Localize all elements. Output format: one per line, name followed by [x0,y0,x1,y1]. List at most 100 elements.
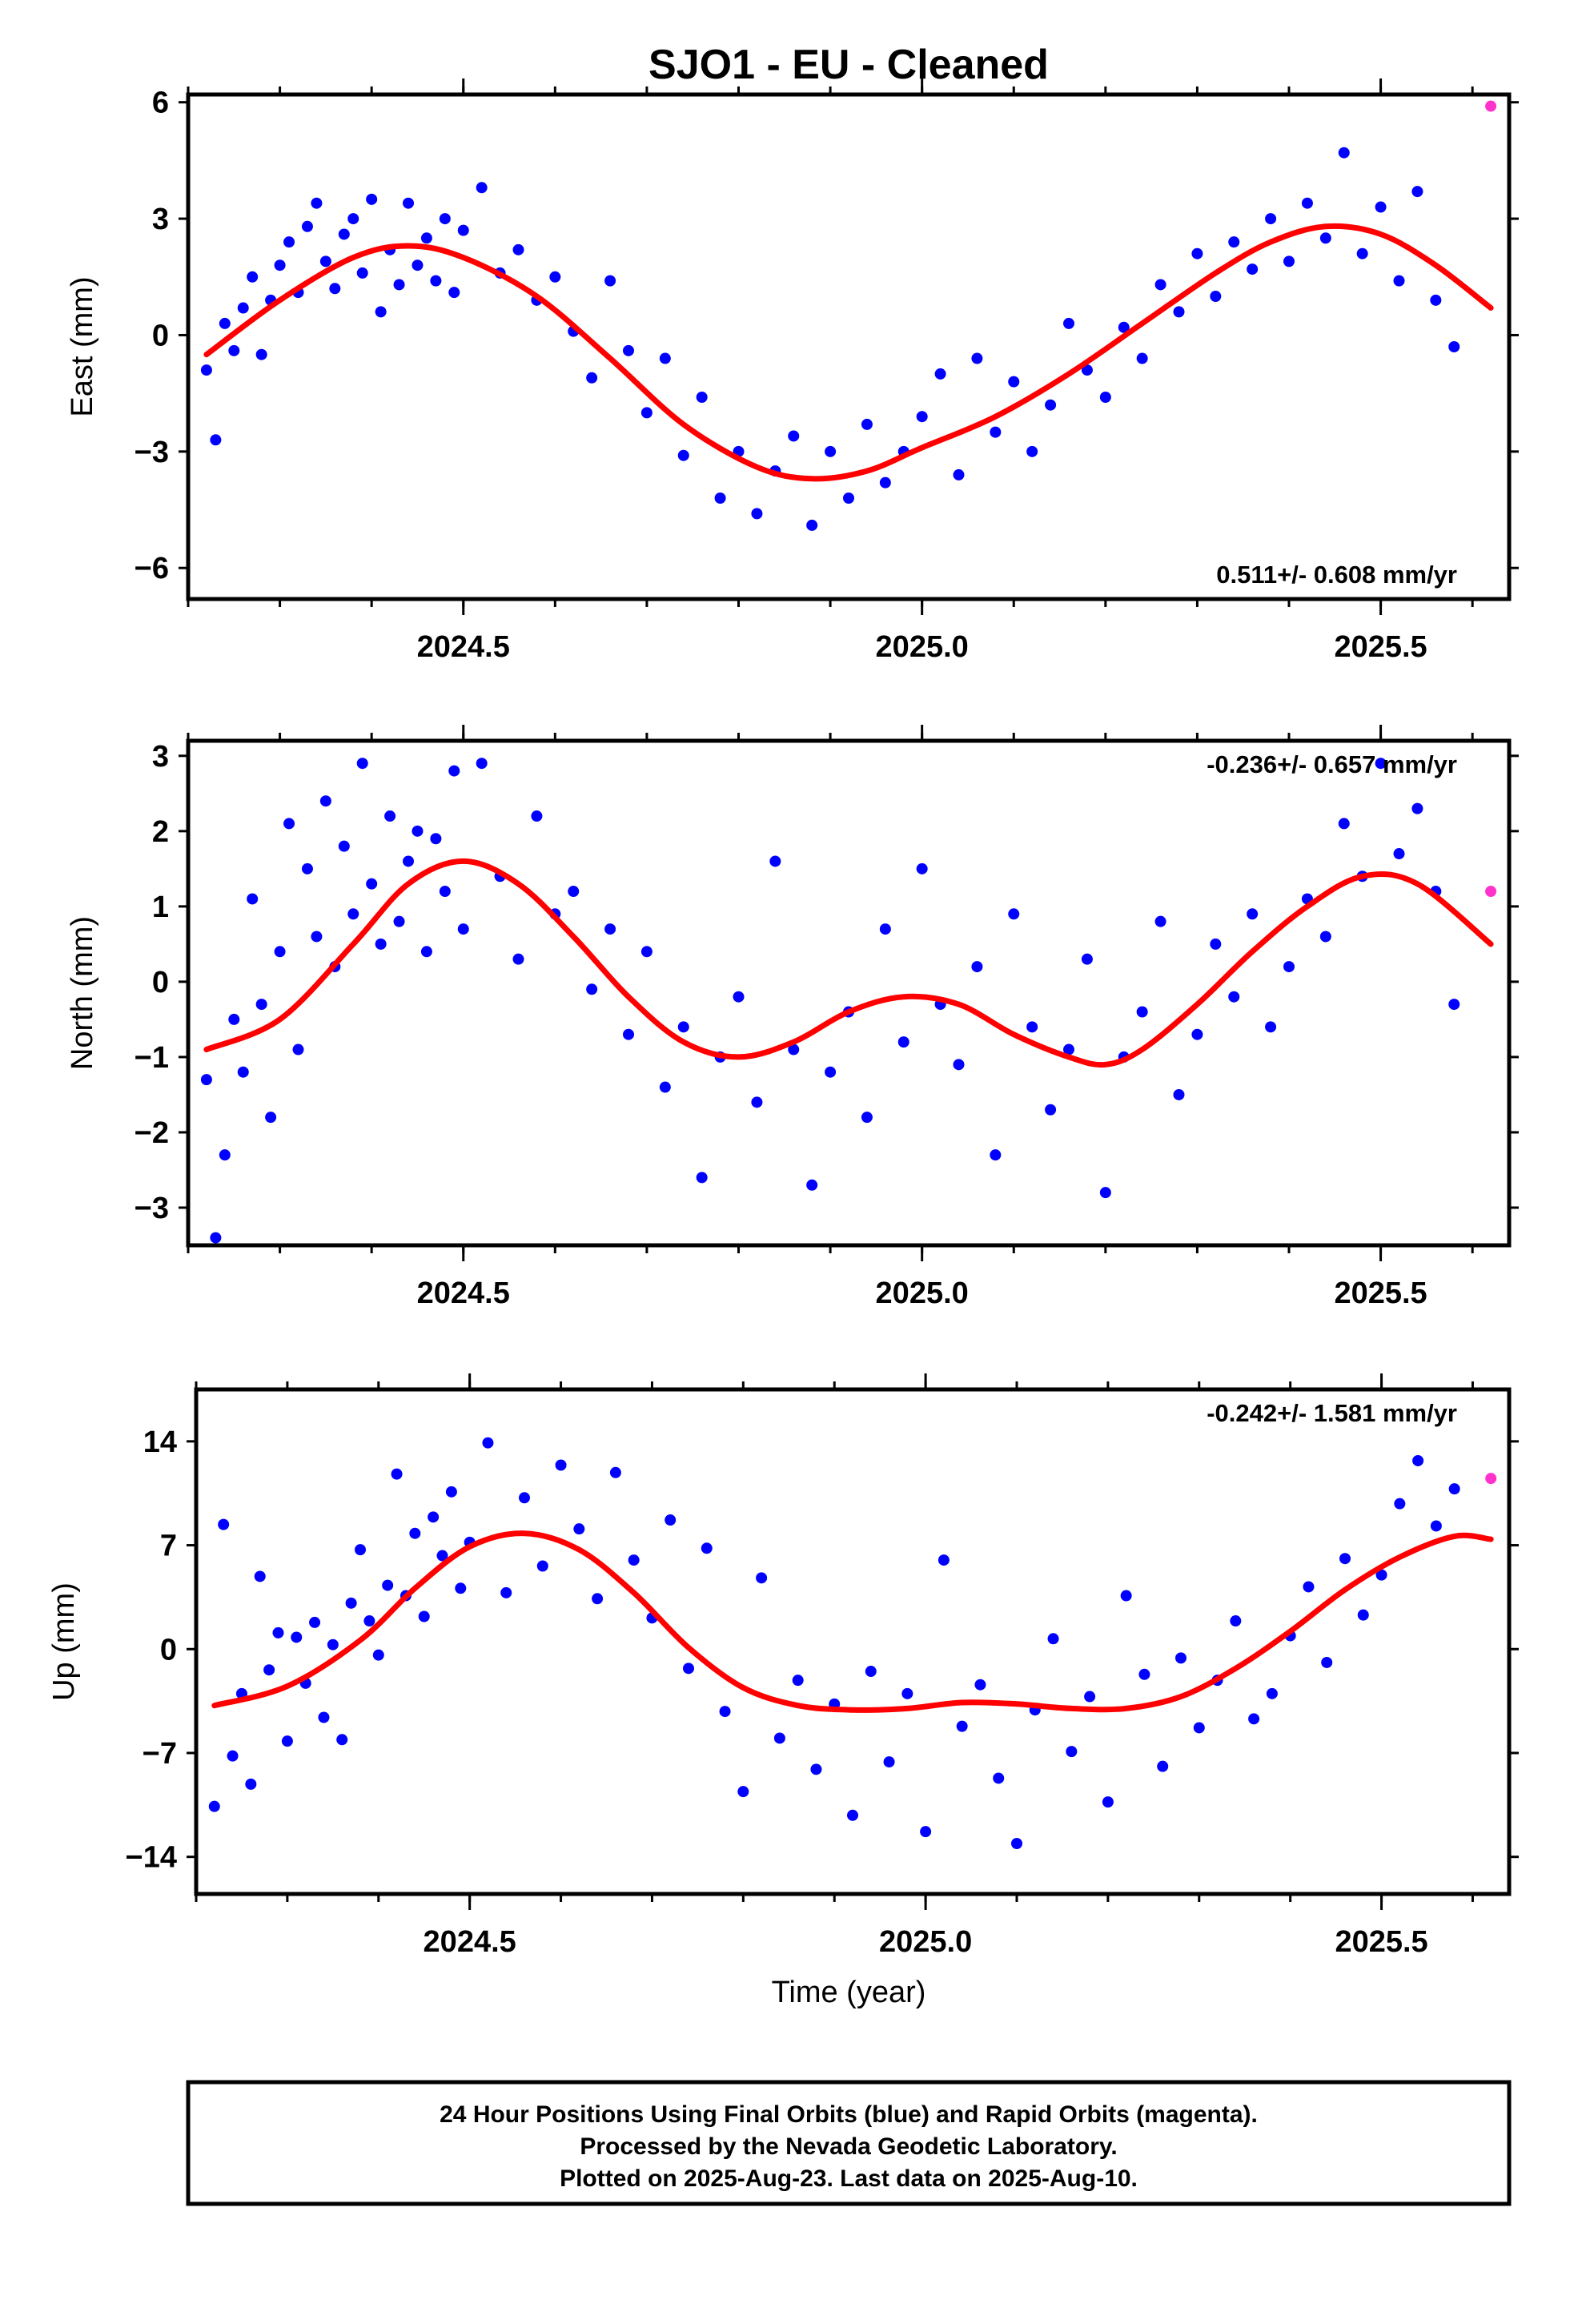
final-orbit-point [1430,1520,1442,1532]
data-layer [200,100,1497,531]
final-orbit-point [1008,908,1020,920]
final-orbit-point [586,372,598,384]
final-orbit-point [953,468,965,480]
final-orbit-point [714,493,726,504]
final-orbit-point [751,508,763,520]
final-orbit-point [476,182,488,194]
final-orbit-point [384,810,396,822]
final-orbit-point [1228,236,1240,248]
final-orbit-point [366,193,378,205]
fit-curve [203,223,1494,482]
final-orbit-point [990,1149,1002,1161]
final-orbit-point [1120,1590,1132,1602]
y-tick-label: 3 [152,203,169,236]
rapid-orbit-point [1485,1473,1497,1485]
final-orbit-point [1248,1713,1260,1725]
final-orbit-point [319,795,331,807]
final-orbit-point [1448,341,1460,352]
final-orbit-point [338,228,350,240]
fit-curve [211,1530,1494,1713]
final-orbit-point [247,893,259,905]
final-orbit-point [883,1756,895,1768]
final-orbit-point [659,352,671,364]
final-orbit-point [792,1675,804,1687]
final-orbit-point [457,923,469,935]
final-orbit-point [1247,908,1259,920]
final-orbit-point [311,931,323,943]
final-orbit-point [1265,213,1277,225]
final-orbit-point [719,1706,731,1718]
final-orbit-point [1081,364,1093,376]
final-orbit-point [788,430,800,442]
final-orbit-point [555,1459,567,1471]
final-orbit-point [1011,1838,1022,1849]
plot-frame [194,1387,1512,1896]
final-orbit-point [701,1542,713,1554]
final-orbit-point [301,862,313,875]
final-orbit-point [1303,1581,1315,1593]
final-orbit-point [219,317,231,329]
final-orbit-point [272,1626,284,1638]
final-orbit-point [412,259,424,271]
y-tick-label: 7 [160,1530,177,1563]
final-orbit-point [448,765,460,777]
y-tick-label: −3 [135,436,169,469]
final-orbit-point [338,840,350,852]
final-orbit-point [861,418,873,430]
final-orbit-point [604,923,616,935]
final-orbit-point [1319,931,1331,943]
final-orbit-point [457,224,469,236]
y-axis-label: East (mm) [66,276,99,416]
final-orbit-point [1045,399,1057,411]
final-orbit-point [500,1586,512,1598]
y-tick-label: −7 [143,1737,177,1771]
final-orbit-point [393,279,405,291]
final-orbit-point [1045,1104,1057,1116]
y-tick-label: 6 [152,86,169,120]
final-orbit-point [990,426,1002,438]
final-orbit-point [865,1666,877,1678]
final-orbit-point [430,833,442,845]
final-orbit-point [476,758,488,770]
final-orbit-point [247,271,259,283]
final-orbit-point [1393,275,1405,287]
final-orbit-point [327,1638,339,1651]
final-orbit-point [1118,321,1130,333]
final-orbit-point [418,1610,430,1622]
final-orbit-point [806,1179,818,1191]
final-orbit-point [1266,1687,1278,1699]
final-orbit-point [916,862,928,875]
final-orbit-point [677,449,689,461]
final-orbit-point [420,946,432,958]
final-orbit-point [309,1616,321,1628]
final-orbit-point [208,1800,220,1812]
final-orbit-point [1375,758,1387,770]
final-orbit-point [604,275,616,287]
x-tick-label: 2024.5 [424,1925,516,1959]
final-orbit-point [345,1597,357,1609]
final-orbit-point [254,1570,266,1582]
final-orbit-point [788,1043,800,1055]
final-orbit-point [953,1059,965,1071]
final-orbit-point [1173,1088,1185,1100]
final-orbit-point [237,302,249,314]
final-orbit-point [938,1554,950,1566]
velocity-label: 0.511+/- 0.608 mm/yr [1216,561,1457,589]
final-orbit-point [237,1066,249,1078]
y-axis-label: Up (mm) [47,1582,81,1701]
y-tick-label: −1 [135,1041,169,1075]
final-orbit-point [274,259,286,271]
final-orbit-point [1448,1483,1460,1495]
final-orbit-point [455,1582,467,1594]
rapid-orbit-point [1485,100,1497,112]
final-orbit-point [1081,953,1093,965]
final-orbit-point [245,1778,257,1790]
final-orbit-point [640,407,652,419]
final-orbit-point [439,886,451,898]
final-orbit-point [623,1028,634,1040]
final-orbit-point [1228,991,1240,1003]
fit-curve [203,858,1494,1068]
y-tick-label: 2 [152,815,169,849]
final-orbit-point [825,1066,837,1078]
final-orbit-point [733,991,745,1003]
